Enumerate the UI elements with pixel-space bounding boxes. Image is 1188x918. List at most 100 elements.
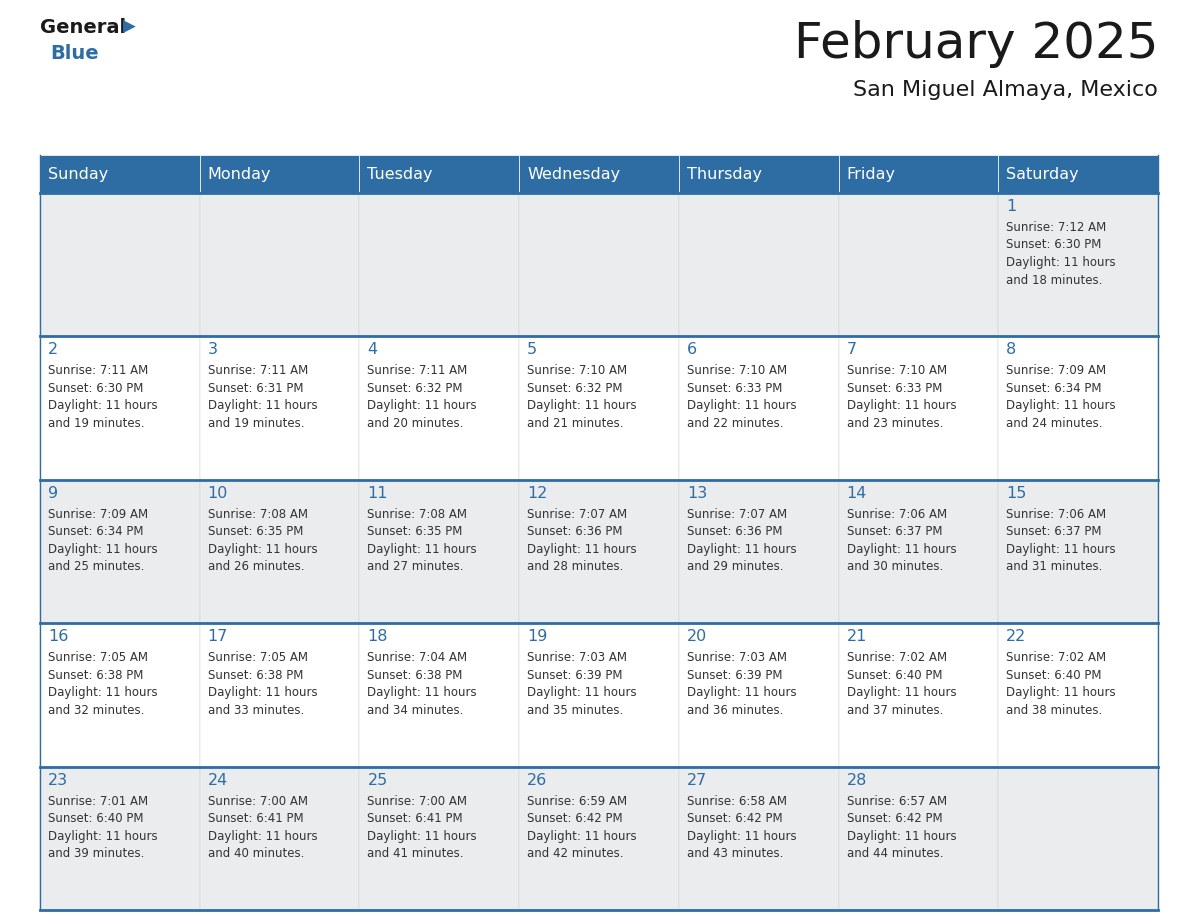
Text: Thursday: Thursday bbox=[687, 166, 762, 182]
Text: Sunrise: 7:06 AM
Sunset: 6:37 PM
Daylight: 11 hours
and 30 minutes.: Sunrise: 7:06 AM Sunset: 6:37 PM Dayligh… bbox=[847, 508, 956, 574]
Bar bbox=[998, 623, 1158, 767]
Text: Blue: Blue bbox=[50, 44, 99, 63]
Bar bbox=[998, 336, 1158, 480]
Text: 16: 16 bbox=[48, 629, 69, 644]
Bar bbox=[839, 623, 998, 767]
Text: Sunrise: 7:03 AM
Sunset: 6:39 PM
Daylight: 11 hours
and 35 minutes.: Sunrise: 7:03 AM Sunset: 6:39 PM Dayligh… bbox=[527, 651, 637, 717]
Text: 2: 2 bbox=[48, 342, 58, 357]
Text: 13: 13 bbox=[687, 486, 707, 501]
Text: Sunrise: 7:07 AM
Sunset: 6:36 PM
Daylight: 11 hours
and 28 minutes.: Sunrise: 7:07 AM Sunset: 6:36 PM Dayligh… bbox=[527, 508, 637, 574]
Bar bbox=[998, 767, 1158, 910]
Text: 24: 24 bbox=[208, 773, 228, 788]
Text: Saturday: Saturday bbox=[1006, 166, 1079, 182]
Bar bbox=[200, 336, 360, 480]
Text: 7: 7 bbox=[847, 342, 857, 357]
Bar bbox=[519, 336, 678, 480]
Text: 25: 25 bbox=[367, 773, 387, 788]
Bar bbox=[360, 480, 519, 623]
Text: Sunrise: 7:04 AM
Sunset: 6:38 PM
Daylight: 11 hours
and 34 minutes.: Sunrise: 7:04 AM Sunset: 6:38 PM Dayligh… bbox=[367, 651, 478, 717]
Text: Tuesday: Tuesday bbox=[367, 166, 432, 182]
Text: 18: 18 bbox=[367, 629, 388, 644]
Text: Sunrise: 7:02 AM
Sunset: 6:40 PM
Daylight: 11 hours
and 37 minutes.: Sunrise: 7:02 AM Sunset: 6:40 PM Dayligh… bbox=[847, 651, 956, 717]
Text: Sunrise: 6:59 AM
Sunset: 6:42 PM
Daylight: 11 hours
and 42 minutes.: Sunrise: 6:59 AM Sunset: 6:42 PM Dayligh… bbox=[527, 795, 637, 860]
Bar bbox=[40, 480, 200, 623]
Bar bbox=[200, 623, 360, 767]
Text: 15: 15 bbox=[1006, 486, 1026, 501]
Bar bbox=[519, 767, 678, 910]
Bar bbox=[40, 767, 200, 910]
Bar bbox=[678, 193, 839, 336]
Text: 17: 17 bbox=[208, 629, 228, 644]
Text: 9: 9 bbox=[48, 486, 58, 501]
Bar bbox=[360, 767, 519, 910]
Text: Sunrise: 7:01 AM
Sunset: 6:40 PM
Daylight: 11 hours
and 39 minutes.: Sunrise: 7:01 AM Sunset: 6:40 PM Dayligh… bbox=[48, 795, 158, 860]
Bar bbox=[200, 193, 360, 336]
Bar bbox=[839, 480, 998, 623]
Bar bbox=[998, 155, 1158, 193]
Text: 6: 6 bbox=[687, 342, 697, 357]
Bar bbox=[678, 155, 839, 193]
Text: February 2025: February 2025 bbox=[794, 20, 1158, 68]
Text: Sunrise: 7:08 AM
Sunset: 6:35 PM
Daylight: 11 hours
and 27 minutes.: Sunrise: 7:08 AM Sunset: 6:35 PM Dayligh… bbox=[367, 508, 478, 574]
Text: Monday: Monday bbox=[208, 166, 271, 182]
Bar bbox=[678, 623, 839, 767]
Text: Sunrise: 7:00 AM
Sunset: 6:41 PM
Daylight: 11 hours
and 40 minutes.: Sunrise: 7:00 AM Sunset: 6:41 PM Dayligh… bbox=[208, 795, 317, 860]
Text: 8: 8 bbox=[1006, 342, 1017, 357]
Text: Wednesday: Wednesday bbox=[527, 166, 620, 182]
Text: 14: 14 bbox=[847, 486, 867, 501]
Bar bbox=[998, 480, 1158, 623]
Text: Sunrise: 7:10 AM
Sunset: 6:32 PM
Daylight: 11 hours
and 21 minutes.: Sunrise: 7:10 AM Sunset: 6:32 PM Dayligh… bbox=[527, 364, 637, 430]
Text: Sunrise: 7:10 AM
Sunset: 6:33 PM
Daylight: 11 hours
and 22 minutes.: Sunrise: 7:10 AM Sunset: 6:33 PM Dayligh… bbox=[687, 364, 796, 430]
Text: Sunday: Sunday bbox=[48, 166, 108, 182]
Bar bbox=[678, 480, 839, 623]
Text: 5: 5 bbox=[527, 342, 537, 357]
Text: Sunrise: 7:07 AM
Sunset: 6:36 PM
Daylight: 11 hours
and 29 minutes.: Sunrise: 7:07 AM Sunset: 6:36 PM Dayligh… bbox=[687, 508, 796, 574]
Bar bbox=[360, 623, 519, 767]
Text: Sunrise: 7:02 AM
Sunset: 6:40 PM
Daylight: 11 hours
and 38 minutes.: Sunrise: 7:02 AM Sunset: 6:40 PM Dayligh… bbox=[1006, 651, 1116, 717]
Bar bbox=[678, 767, 839, 910]
Text: 27: 27 bbox=[687, 773, 707, 788]
Text: Sunrise: 7:10 AM
Sunset: 6:33 PM
Daylight: 11 hours
and 23 minutes.: Sunrise: 7:10 AM Sunset: 6:33 PM Dayligh… bbox=[847, 364, 956, 430]
Bar bbox=[519, 193, 678, 336]
Bar bbox=[998, 193, 1158, 336]
Text: Sunrise: 7:08 AM
Sunset: 6:35 PM
Daylight: 11 hours
and 26 minutes.: Sunrise: 7:08 AM Sunset: 6:35 PM Dayligh… bbox=[208, 508, 317, 574]
Text: 28: 28 bbox=[847, 773, 867, 788]
Text: 20: 20 bbox=[687, 629, 707, 644]
Bar bbox=[200, 480, 360, 623]
Bar bbox=[839, 155, 998, 193]
Bar bbox=[360, 336, 519, 480]
Text: Sunrise: 7:00 AM
Sunset: 6:41 PM
Daylight: 11 hours
and 41 minutes.: Sunrise: 7:00 AM Sunset: 6:41 PM Dayligh… bbox=[367, 795, 478, 860]
Bar bbox=[200, 767, 360, 910]
Text: 10: 10 bbox=[208, 486, 228, 501]
Bar bbox=[200, 155, 360, 193]
Text: Sunrise: 7:06 AM
Sunset: 6:37 PM
Daylight: 11 hours
and 31 minutes.: Sunrise: 7:06 AM Sunset: 6:37 PM Dayligh… bbox=[1006, 508, 1116, 574]
Text: 21: 21 bbox=[847, 629, 867, 644]
Bar bbox=[40, 193, 200, 336]
Text: 4: 4 bbox=[367, 342, 378, 357]
Text: 3: 3 bbox=[208, 342, 217, 357]
Text: Sunrise: 7:05 AM
Sunset: 6:38 PM
Daylight: 11 hours
and 32 minutes.: Sunrise: 7:05 AM Sunset: 6:38 PM Dayligh… bbox=[48, 651, 158, 717]
Text: Friday: Friday bbox=[847, 166, 896, 182]
Text: Sunrise: 7:11 AM
Sunset: 6:30 PM
Daylight: 11 hours
and 19 minutes.: Sunrise: 7:11 AM Sunset: 6:30 PM Dayligh… bbox=[48, 364, 158, 430]
Text: General: General bbox=[40, 18, 126, 37]
Text: 12: 12 bbox=[527, 486, 548, 501]
Text: Sunrise: 6:57 AM
Sunset: 6:42 PM
Daylight: 11 hours
and 44 minutes.: Sunrise: 6:57 AM Sunset: 6:42 PM Dayligh… bbox=[847, 795, 956, 860]
Text: Sunrise: 6:58 AM
Sunset: 6:42 PM
Daylight: 11 hours
and 43 minutes.: Sunrise: 6:58 AM Sunset: 6:42 PM Dayligh… bbox=[687, 795, 796, 860]
Text: San Miguel Almaya, Mexico: San Miguel Almaya, Mexico bbox=[853, 80, 1158, 100]
Bar bbox=[519, 155, 678, 193]
Bar bbox=[40, 155, 200, 193]
Bar bbox=[839, 193, 998, 336]
Text: Sunrise: 7:11 AM
Sunset: 6:32 PM
Daylight: 11 hours
and 20 minutes.: Sunrise: 7:11 AM Sunset: 6:32 PM Dayligh… bbox=[367, 364, 478, 430]
Text: ▶: ▶ bbox=[124, 18, 135, 36]
Bar bbox=[678, 336, 839, 480]
Text: 19: 19 bbox=[527, 629, 548, 644]
Bar bbox=[360, 155, 519, 193]
Text: Sunrise: 7:12 AM
Sunset: 6:30 PM
Daylight: 11 hours
and 18 minutes.: Sunrise: 7:12 AM Sunset: 6:30 PM Dayligh… bbox=[1006, 221, 1116, 286]
Text: Sunrise: 7:09 AM
Sunset: 6:34 PM
Daylight: 11 hours
and 24 minutes.: Sunrise: 7:09 AM Sunset: 6:34 PM Dayligh… bbox=[1006, 364, 1116, 430]
Bar bbox=[360, 193, 519, 336]
Text: 26: 26 bbox=[527, 773, 548, 788]
Text: Sunrise: 7:03 AM
Sunset: 6:39 PM
Daylight: 11 hours
and 36 minutes.: Sunrise: 7:03 AM Sunset: 6:39 PM Dayligh… bbox=[687, 651, 796, 717]
Bar bbox=[40, 336, 200, 480]
Bar bbox=[839, 767, 998, 910]
Bar bbox=[40, 623, 200, 767]
